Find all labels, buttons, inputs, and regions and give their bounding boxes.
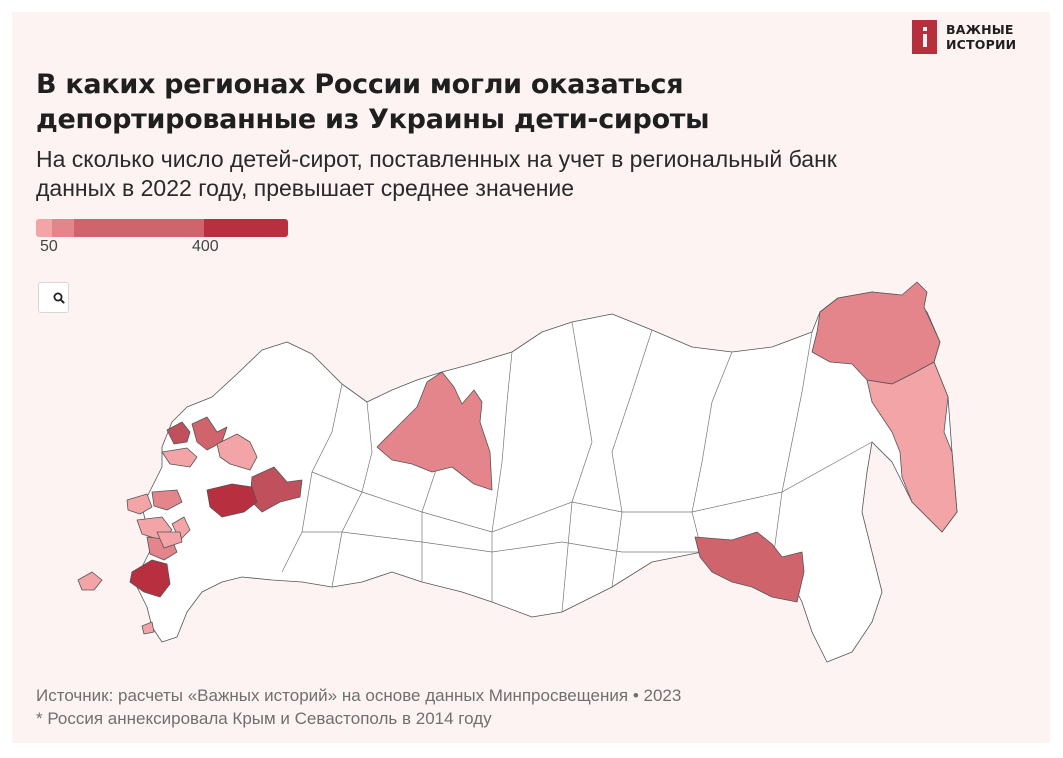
region-north-caucasus	[141, 621, 155, 635]
region-amur	[694, 531, 805, 603]
color-legend	[36, 219, 288, 237]
logo-line-2: ИСТОРИИ	[946, 37, 1017, 52]
legend-label-min: 50	[40, 238, 58, 255]
zoom-button[interactable]	[38, 282, 69, 313]
crimea-note: * Россия аннексировала Крым и Севастопол…	[36, 709, 492, 728]
region-rostov	[156, 531, 183, 549]
logo-line-1: ВАЖНЫЕ	[946, 22, 1014, 37]
russia-map	[77, 281, 958, 663]
title-line-2: депортированные из Украины дети-сироты	[36, 104, 710, 135]
map-regions	[77, 281, 958, 663]
brand-logo[interactable]: ВАЖНЫЕ ИСТОРИИ	[912, 20, 1016, 54]
title-line-1: В каких регионах России могли оказаться	[36, 69, 684, 100]
region-vologda	[191, 416, 228, 451]
region-astrakhan	[129, 559, 171, 598]
logo-i-icon	[912, 20, 937, 54]
subtitle: На сколько число детей-сирот, поставленн…	[36, 145, 1026, 203]
region-kursk	[151, 489, 183, 511]
legend-swatch-3	[74, 219, 204, 237]
footer: Источник: расчеты «Важных историй» на ос…	[36, 684, 681, 730]
region-yaroslavl	[216, 433, 258, 471]
region-tver	[161, 447, 198, 468]
logo-text: ВАЖНЫЕ ИСТОРИИ	[946, 22, 1016, 52]
search-icon	[53, 292, 65, 304]
region-novgorod	[166, 421, 191, 445]
subtitle-line-1: На сколько число детей-сирот, поставленн…	[36, 146, 837, 172]
subtitle-line-2: данных в 2022 году, превышает среднее зн…	[36, 175, 575, 201]
source-note: Источник: расчеты «Важных историй» на ос…	[36, 686, 682, 705]
region-yamal-nenets	[376, 371, 493, 491]
infographic-card: ВАЖНЫЕ ИСТОРИИ В каких регионах России м…	[12, 12, 1050, 743]
region-crimea	[77, 571, 103, 591]
legend-swatch-5	[204, 219, 288, 237]
region-kamchatka	[866, 361, 958, 533]
region-bryansk	[126, 493, 153, 515]
legend-label-max: 400	[192, 238, 219, 255]
legend-swatch-1	[36, 219, 52, 237]
page-title: В каких регионах России могли оказаться …	[36, 67, 936, 137]
region-kostroma	[206, 483, 258, 518]
legend-swatch-2	[52, 219, 74, 237]
